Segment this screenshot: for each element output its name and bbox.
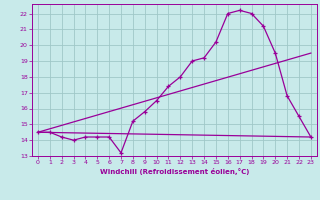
X-axis label: Windchill (Refroidissement éolien,°C): Windchill (Refroidissement éolien,°C) [100,168,249,175]
